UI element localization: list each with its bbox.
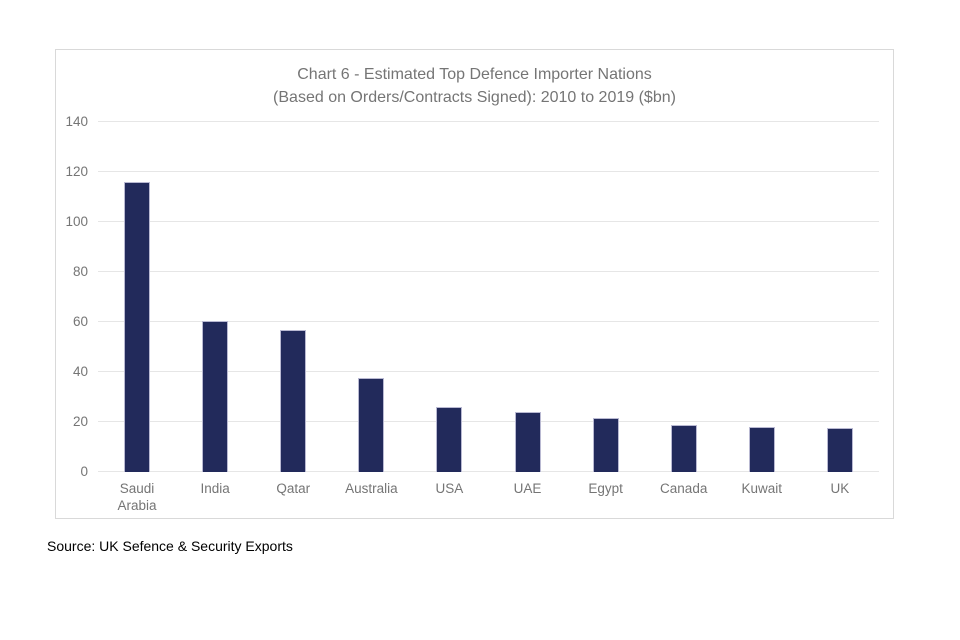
- y-tick-label-100: 100: [65, 214, 88, 229]
- bar-column-uk: [801, 122, 879, 472]
- x-label-kuwait: Kuwait: [741, 481, 783, 496]
- x-label-egypt: Egypt: [588, 481, 623, 496]
- source-caption: Source: UK Sefence & Security Exports: [47, 538, 293, 554]
- bar-column-india: [176, 122, 254, 472]
- bar-column-kuwait: [723, 122, 801, 472]
- x-label-uk: UK: [830, 481, 850, 496]
- x-label-australia: Australia: [345, 481, 398, 496]
- bar-uae: [514, 412, 541, 472]
- bar-saudi-arabia: [124, 182, 151, 472]
- x-label-india: India: [200, 481, 230, 496]
- gridline-60: [98, 321, 879, 322]
- bar-egypt: [592, 418, 619, 472]
- x-label-saudi-arabia: Saudi Arabia: [117, 481, 157, 513]
- bar-column-canada: [645, 122, 723, 472]
- y-tick-label-120: 120: [65, 164, 88, 179]
- bar-australia: [358, 378, 385, 472]
- bar-column-qatar: [254, 122, 332, 472]
- gridline-140: [98, 121, 879, 122]
- y-tick-label-140: 140: [65, 114, 88, 129]
- plot-area: [98, 121, 879, 472]
- bar-india: [202, 320, 229, 472]
- gridline-20: [98, 421, 879, 422]
- bar-column-uae: [488, 122, 566, 472]
- bar-usa: [436, 407, 463, 472]
- x-label-usa: USA: [435, 481, 464, 496]
- chart-title: Chart 6 - Estimated Top Defence Importer…: [56, 63, 893, 109]
- bar-kuwait: [748, 427, 775, 472]
- x-label-uae: UAE: [513, 481, 542, 496]
- chart-frame: Chart 6 - Estimated Top Defence Importer…: [55, 49, 894, 519]
- bars-layer: [98, 122, 879, 472]
- gridline-40: [98, 371, 879, 372]
- gridline-100: [98, 221, 879, 222]
- x-label-canada: Canada: [660, 481, 708, 496]
- y-tick-label-80: 80: [72, 264, 88, 279]
- bar-column-usa: [410, 122, 488, 472]
- y-tick-label-0: 0: [80, 464, 88, 479]
- gridline-120: [98, 171, 879, 172]
- bar-column-australia: [332, 122, 410, 472]
- bar-uk: [826, 428, 853, 472]
- bar-canada: [670, 424, 697, 472]
- x-label-qatar: Qatar: [276, 481, 311, 496]
- bar-column-saudi-arabia: [98, 122, 176, 472]
- y-tick-label-40: 40: [72, 364, 88, 379]
- gridline-80: [98, 271, 879, 272]
- y-tick-label-20: 20: [72, 414, 88, 429]
- bar-column-egypt: [567, 122, 645, 472]
- y-tick-label-60: 60: [72, 314, 88, 329]
- x-axis: Saudi Arabia India Qatar Australia USA UAE Egy…: [98, 480, 879, 514]
- bar-qatar: [280, 329, 307, 472]
- chart-title-line2: (Based on Orders/Contracts Signed): 2010…: [273, 89, 676, 106]
- chart-title-line1: Chart 6 - Estimated Top Defence Importer…: [297, 66, 652, 83]
- gridline-0: [98, 471, 879, 472]
